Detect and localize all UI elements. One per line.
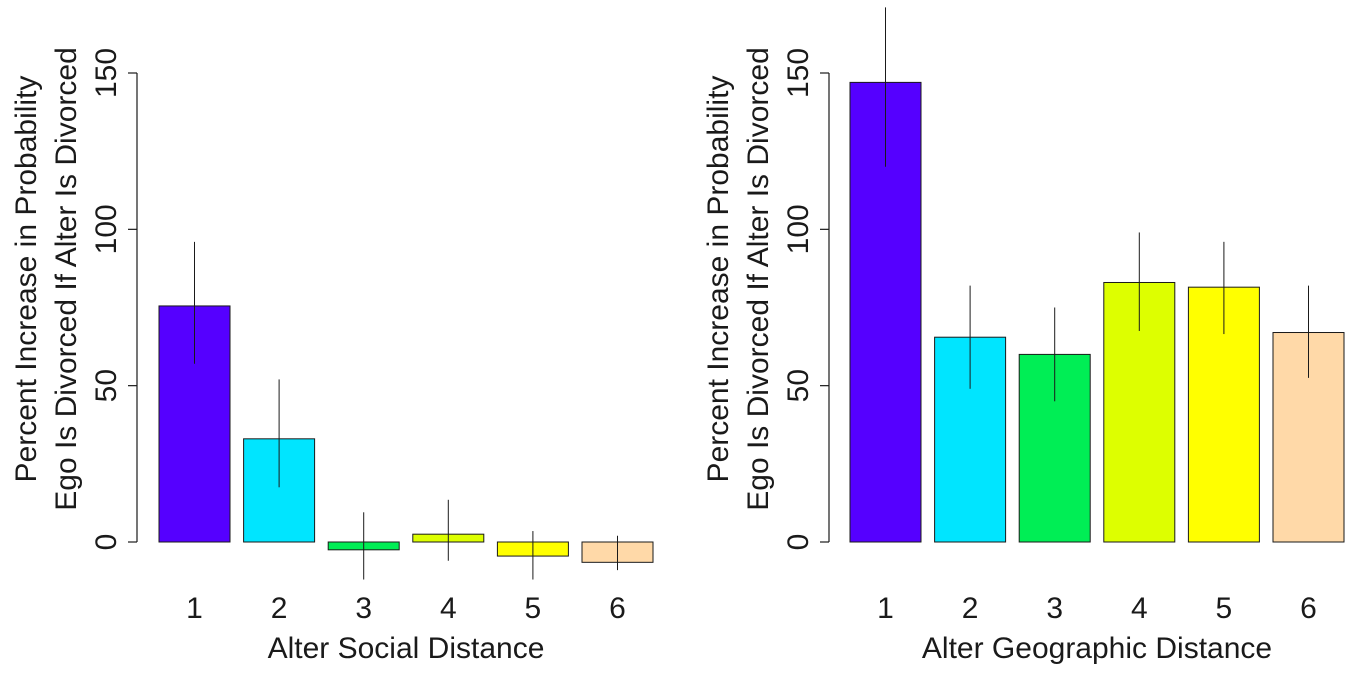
y-tick-label: 0 [90,534,123,551]
y-tick-label: 50 [782,369,815,402]
chart-social-distance: Percent Increase in Probability Ego Is D… [10,47,654,665]
ylabel-line-1: Percent Increase in Probability [10,76,43,483]
y-tick-label: 100 [782,204,815,254]
category-label-6: 6 [609,592,626,625]
category-label-4: 4 [440,592,457,625]
y-tick-label: 100 [90,204,123,254]
y-tick-label: 50 [90,369,123,402]
category-label-5: 5 [525,592,542,625]
chart-geographic-distance: Percent Increase in Probability Ego Is D… [702,7,1345,665]
category-label-1: 1 [877,592,894,625]
ylabel-line-1: Percent Increase in Probability [702,76,735,483]
category-label-6: 6 [1300,592,1317,625]
category-label-3: 3 [355,592,372,625]
category-label-4: 4 [1131,592,1148,625]
y-tick-label: 150 [90,48,123,98]
y-tick-label: 150 [782,48,815,98]
y-tick-label: 0 [782,534,815,551]
category-label-2: 2 [271,592,288,625]
category-label-3: 3 [1046,592,1063,625]
xlabel: Alter Geographic Distance [922,632,1272,665]
category-label-5: 5 [1216,592,1233,625]
ylabel-line-2: Ego Is Divorced If Alter Is Divorced [50,47,83,511]
category-label-1: 1 [186,592,203,625]
ylabel-line-2: Ego Is Divorced If Alter Is Divorced [742,47,775,511]
category-label-2: 2 [962,592,979,625]
xlabel: Alter Social Distance [268,632,545,665]
